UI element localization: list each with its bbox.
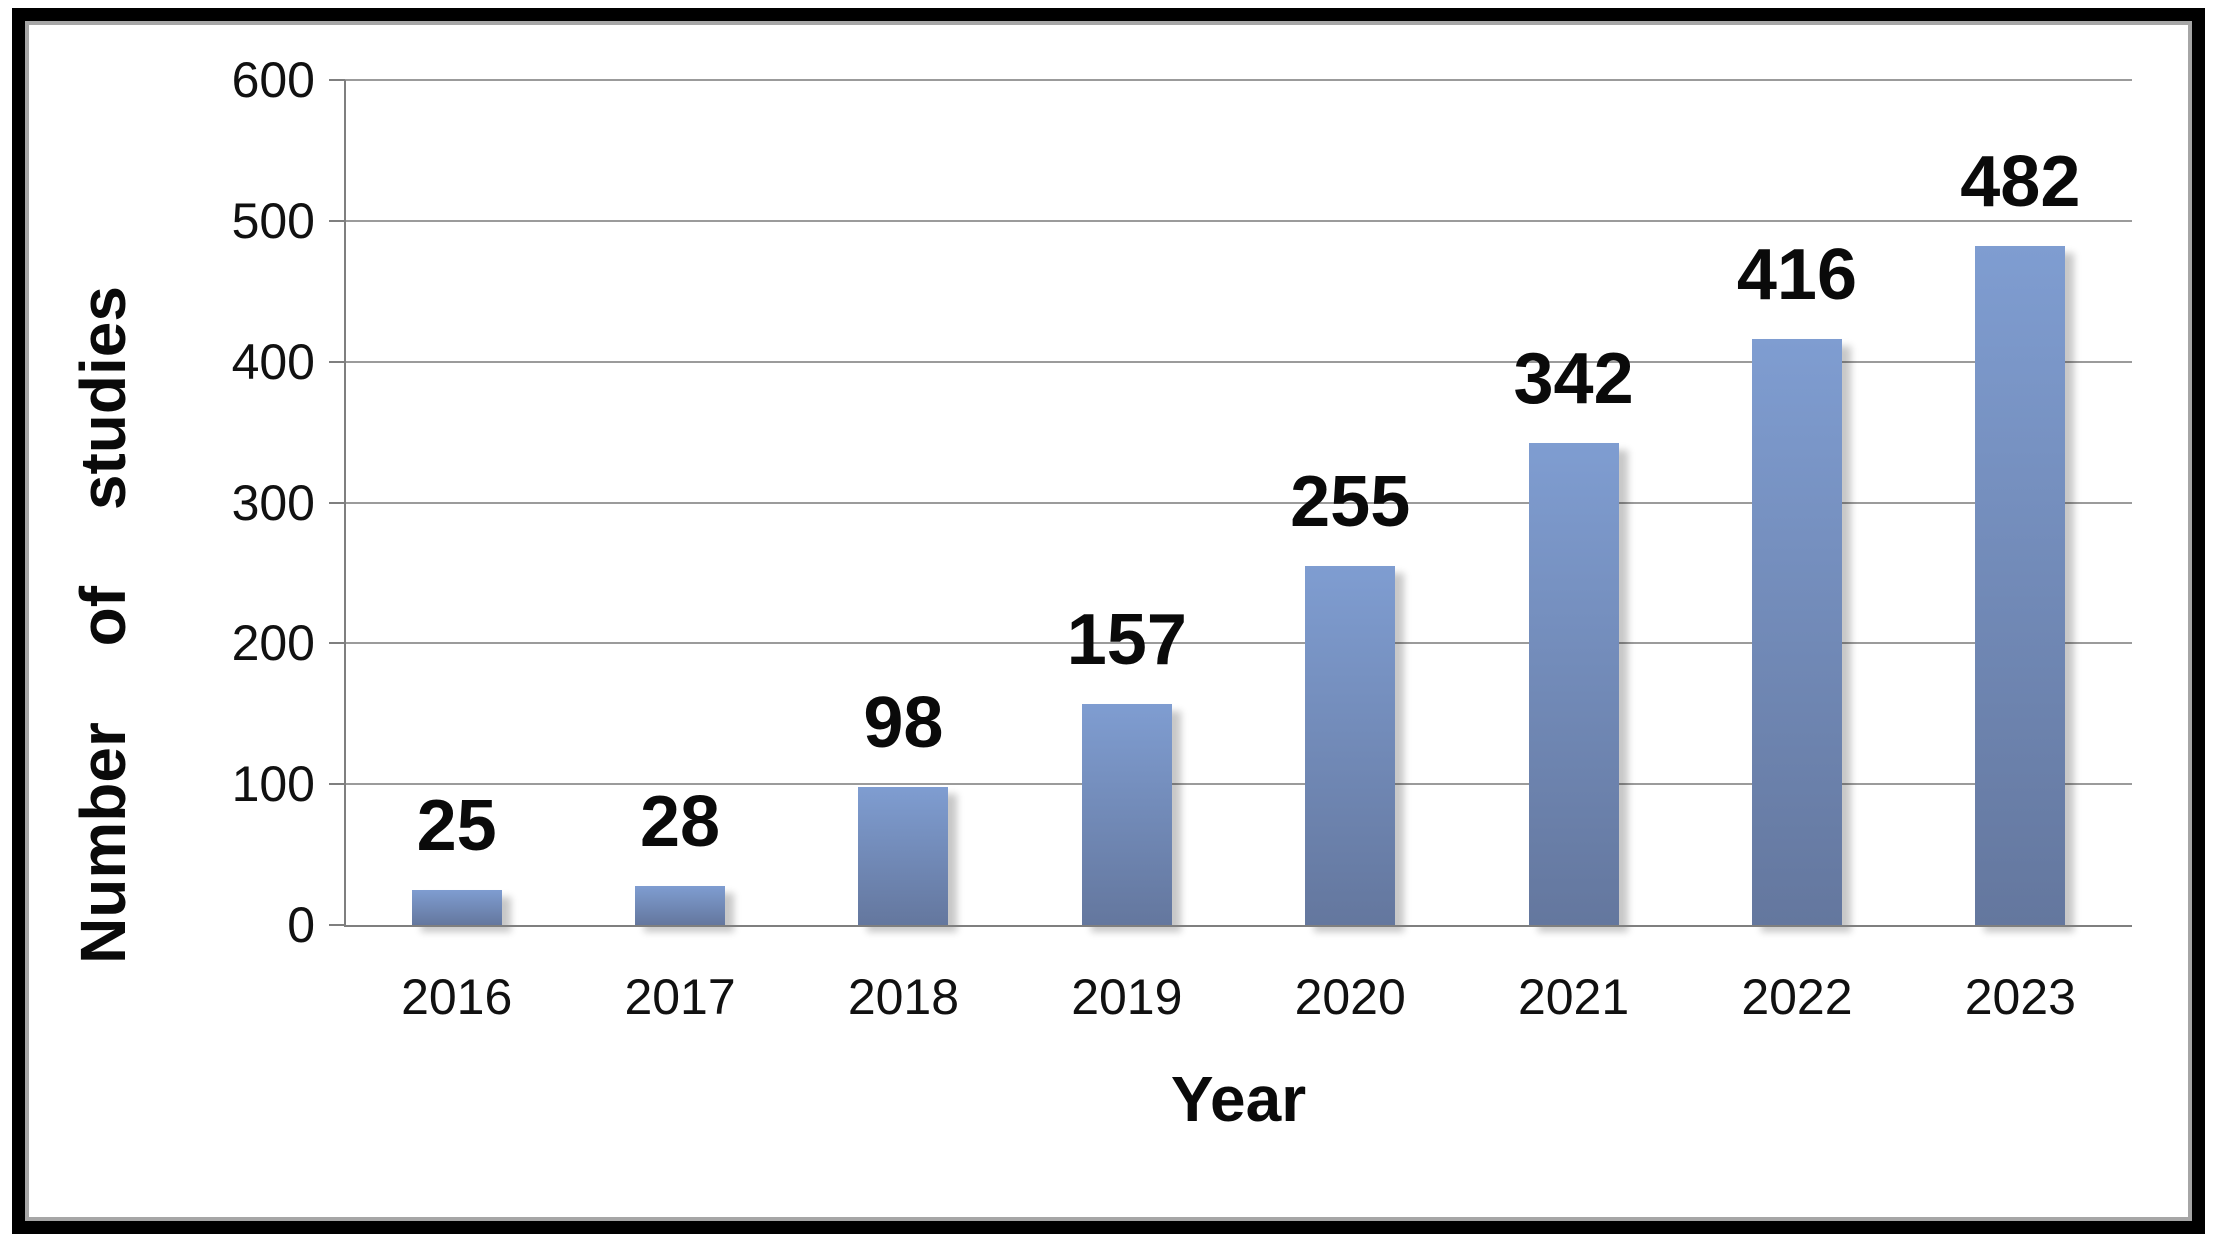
bar-2021 <box>1528 443 1619 925</box>
y-tick-label-600: 600 <box>231 52 315 108</box>
bar-2022 <box>1751 339 1842 925</box>
gridline-600 <box>345 79 2132 81</box>
y-tick-label-400: 400 <box>231 333 315 390</box>
x-tick-label-2017: 2017 <box>624 969 736 1025</box>
y-tick-label-0: 0 <box>287 897 315 953</box>
y-tick-label-200: 200 <box>231 615 315 672</box>
y-tick-label-100: 100 <box>231 756 315 813</box>
bar-value-label-2022: 416 <box>1736 235 1857 316</box>
y-tick-mark-500 <box>329 219 345 222</box>
bar-value-label-2017: 28 <box>640 781 721 862</box>
y-tick-mark-600 <box>329 79 345 81</box>
gridline-300 <box>345 501 2132 504</box>
y-tick-mark-400 <box>329 360 345 363</box>
x-axis-title: Year <box>1170 1063 1307 1135</box>
bar-value-label-2021: 342 <box>1513 339 1634 420</box>
y-tick-mark-300 <box>329 501 345 504</box>
bar-value-label-2016: 25 <box>416 785 497 866</box>
bar-value-label-2019: 157 <box>1066 599 1187 680</box>
x-tick-label-2018: 2018 <box>847 969 960 1025</box>
y-axis-title: Number of studies <box>67 286 139 964</box>
bar-value-label-2023: 482 <box>1960 142 2081 223</box>
x-tick-label-2020: 2020 <box>1294 969 1406 1025</box>
y-tick-label-300: 300 <box>231 474 315 531</box>
bar-2020 <box>1305 565 1396 925</box>
bar-2019 <box>1081 703 1172 925</box>
y-tick-mark-0 <box>329 924 345 926</box>
gridline-200 <box>345 642 2132 645</box>
bar-2018 <box>858 786 949 925</box>
x-tick-label-2023: 2023 <box>1964 969 2076 1025</box>
x-tick-label-2021: 2021 <box>1517 969 1630 1025</box>
y-tick-label-500: 500 <box>231 192 315 249</box>
gridline-500 <box>345 219 2132 222</box>
plot-area: 25 28 98 157 255 342 416 482 <box>345 79 2132 925</box>
x-axis-line <box>345 925 2132 927</box>
y-axis-line <box>344 80 346 927</box>
bar-2023 <box>1975 246 2066 925</box>
bar-2016 <box>411 889 502 925</box>
y-tick-mark-100 <box>329 783 345 786</box>
bar-2017 <box>635 885 726 925</box>
x-tick-label-2016: 2016 <box>401 969 513 1025</box>
bar-value-label-2020: 255 <box>1290 461 1411 542</box>
y-tick-mark-200 <box>329 642 345 645</box>
gridline-100 <box>345 783 2132 786</box>
gridline-400 <box>345 360 2132 363</box>
x-tick-label-2022: 2022 <box>1741 969 1853 1025</box>
x-tick-label-2019: 2019 <box>1071 969 1183 1025</box>
bar-value-label-2018: 98 <box>863 682 944 763</box>
